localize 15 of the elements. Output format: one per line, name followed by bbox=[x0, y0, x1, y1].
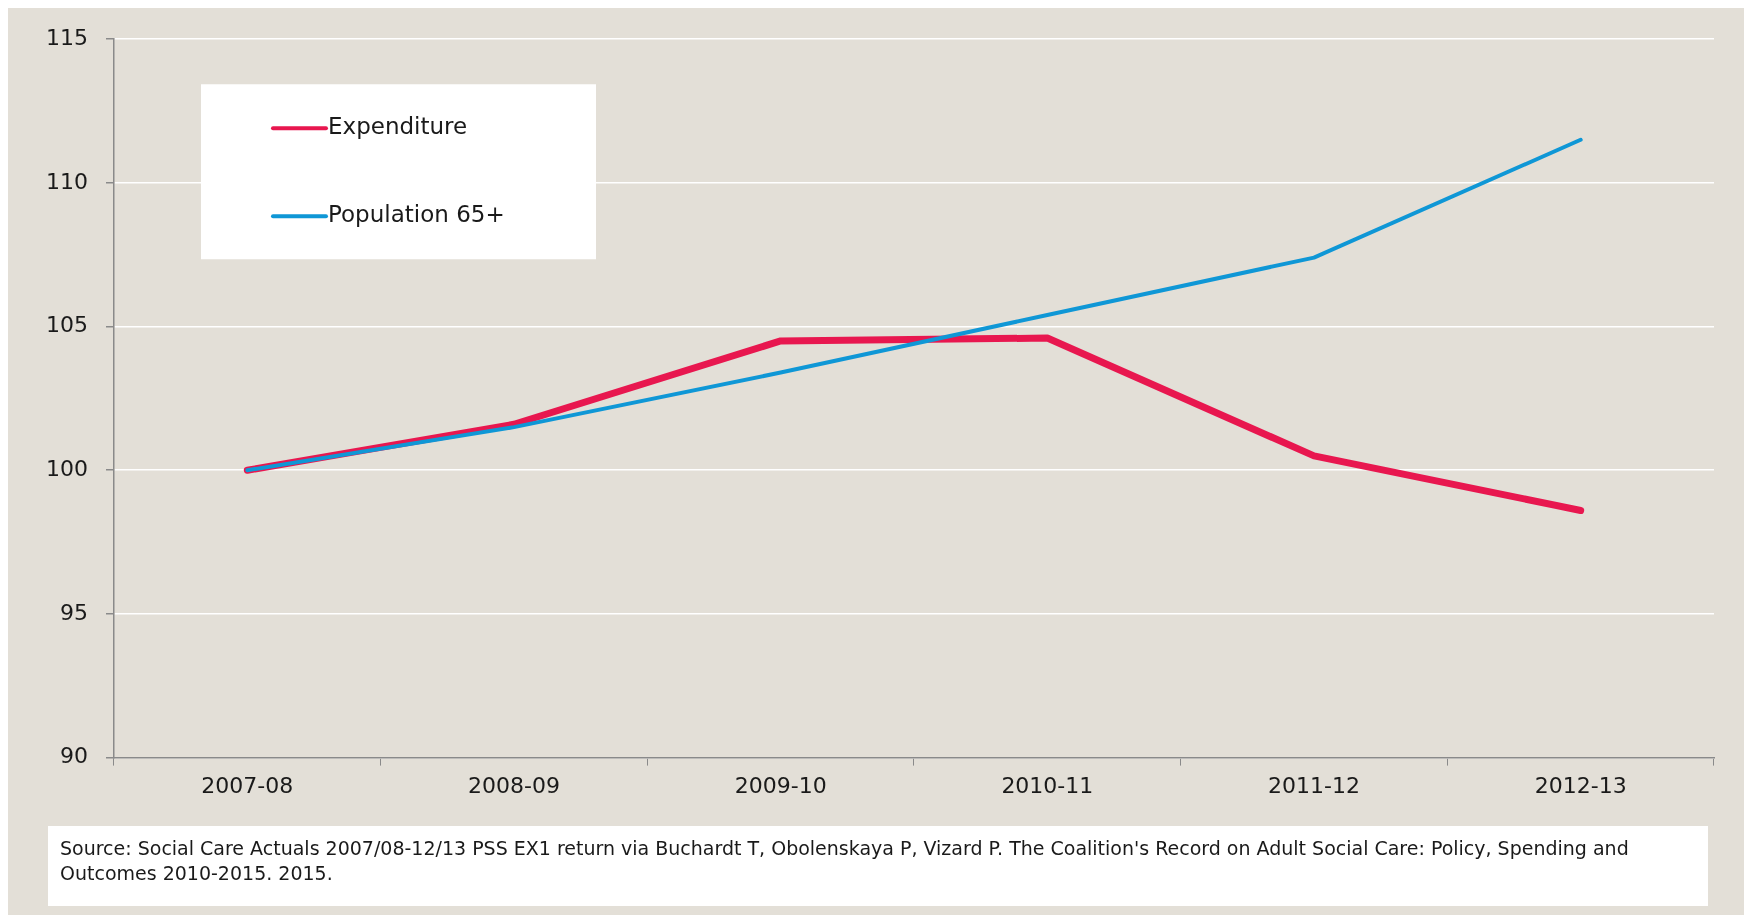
x-tick-label: 2009-10 bbox=[734, 772, 827, 798]
y-tick-label: 90 bbox=[59, 743, 88, 769]
x-tick-label: 2008-09 bbox=[468, 772, 560, 798]
y-tick-label: 100 bbox=[45, 455, 88, 481]
legend-label: Expenditure bbox=[327, 113, 468, 140]
y-tick-label: 115 bbox=[45, 24, 88, 50]
y-tick-label: 110 bbox=[45, 168, 88, 194]
x-tick-label: 2007-08 bbox=[201, 772, 294, 798]
y-tick-label: 95 bbox=[59, 599, 88, 625]
source-note: Source: Social Care Actuals 2007/08-12/13 PSS EX1 return via Buchardt T, Obolenskaya P, Vizard P. The Coalition's Record on Adult Social Care: Policy, Spending and Outcomes 2010-2015. 2015. bbox=[48, 826, 1708, 906]
x-tick-label: 2010-11 bbox=[1001, 772, 1094, 798]
legend-label: Population 65+ bbox=[327, 201, 505, 228]
x-tick-label: 2011-12 bbox=[1268, 772, 1360, 798]
y-tick-label: 105 bbox=[45, 312, 88, 338]
x-tick-label: 2012-13 bbox=[1534, 772, 1627, 798]
